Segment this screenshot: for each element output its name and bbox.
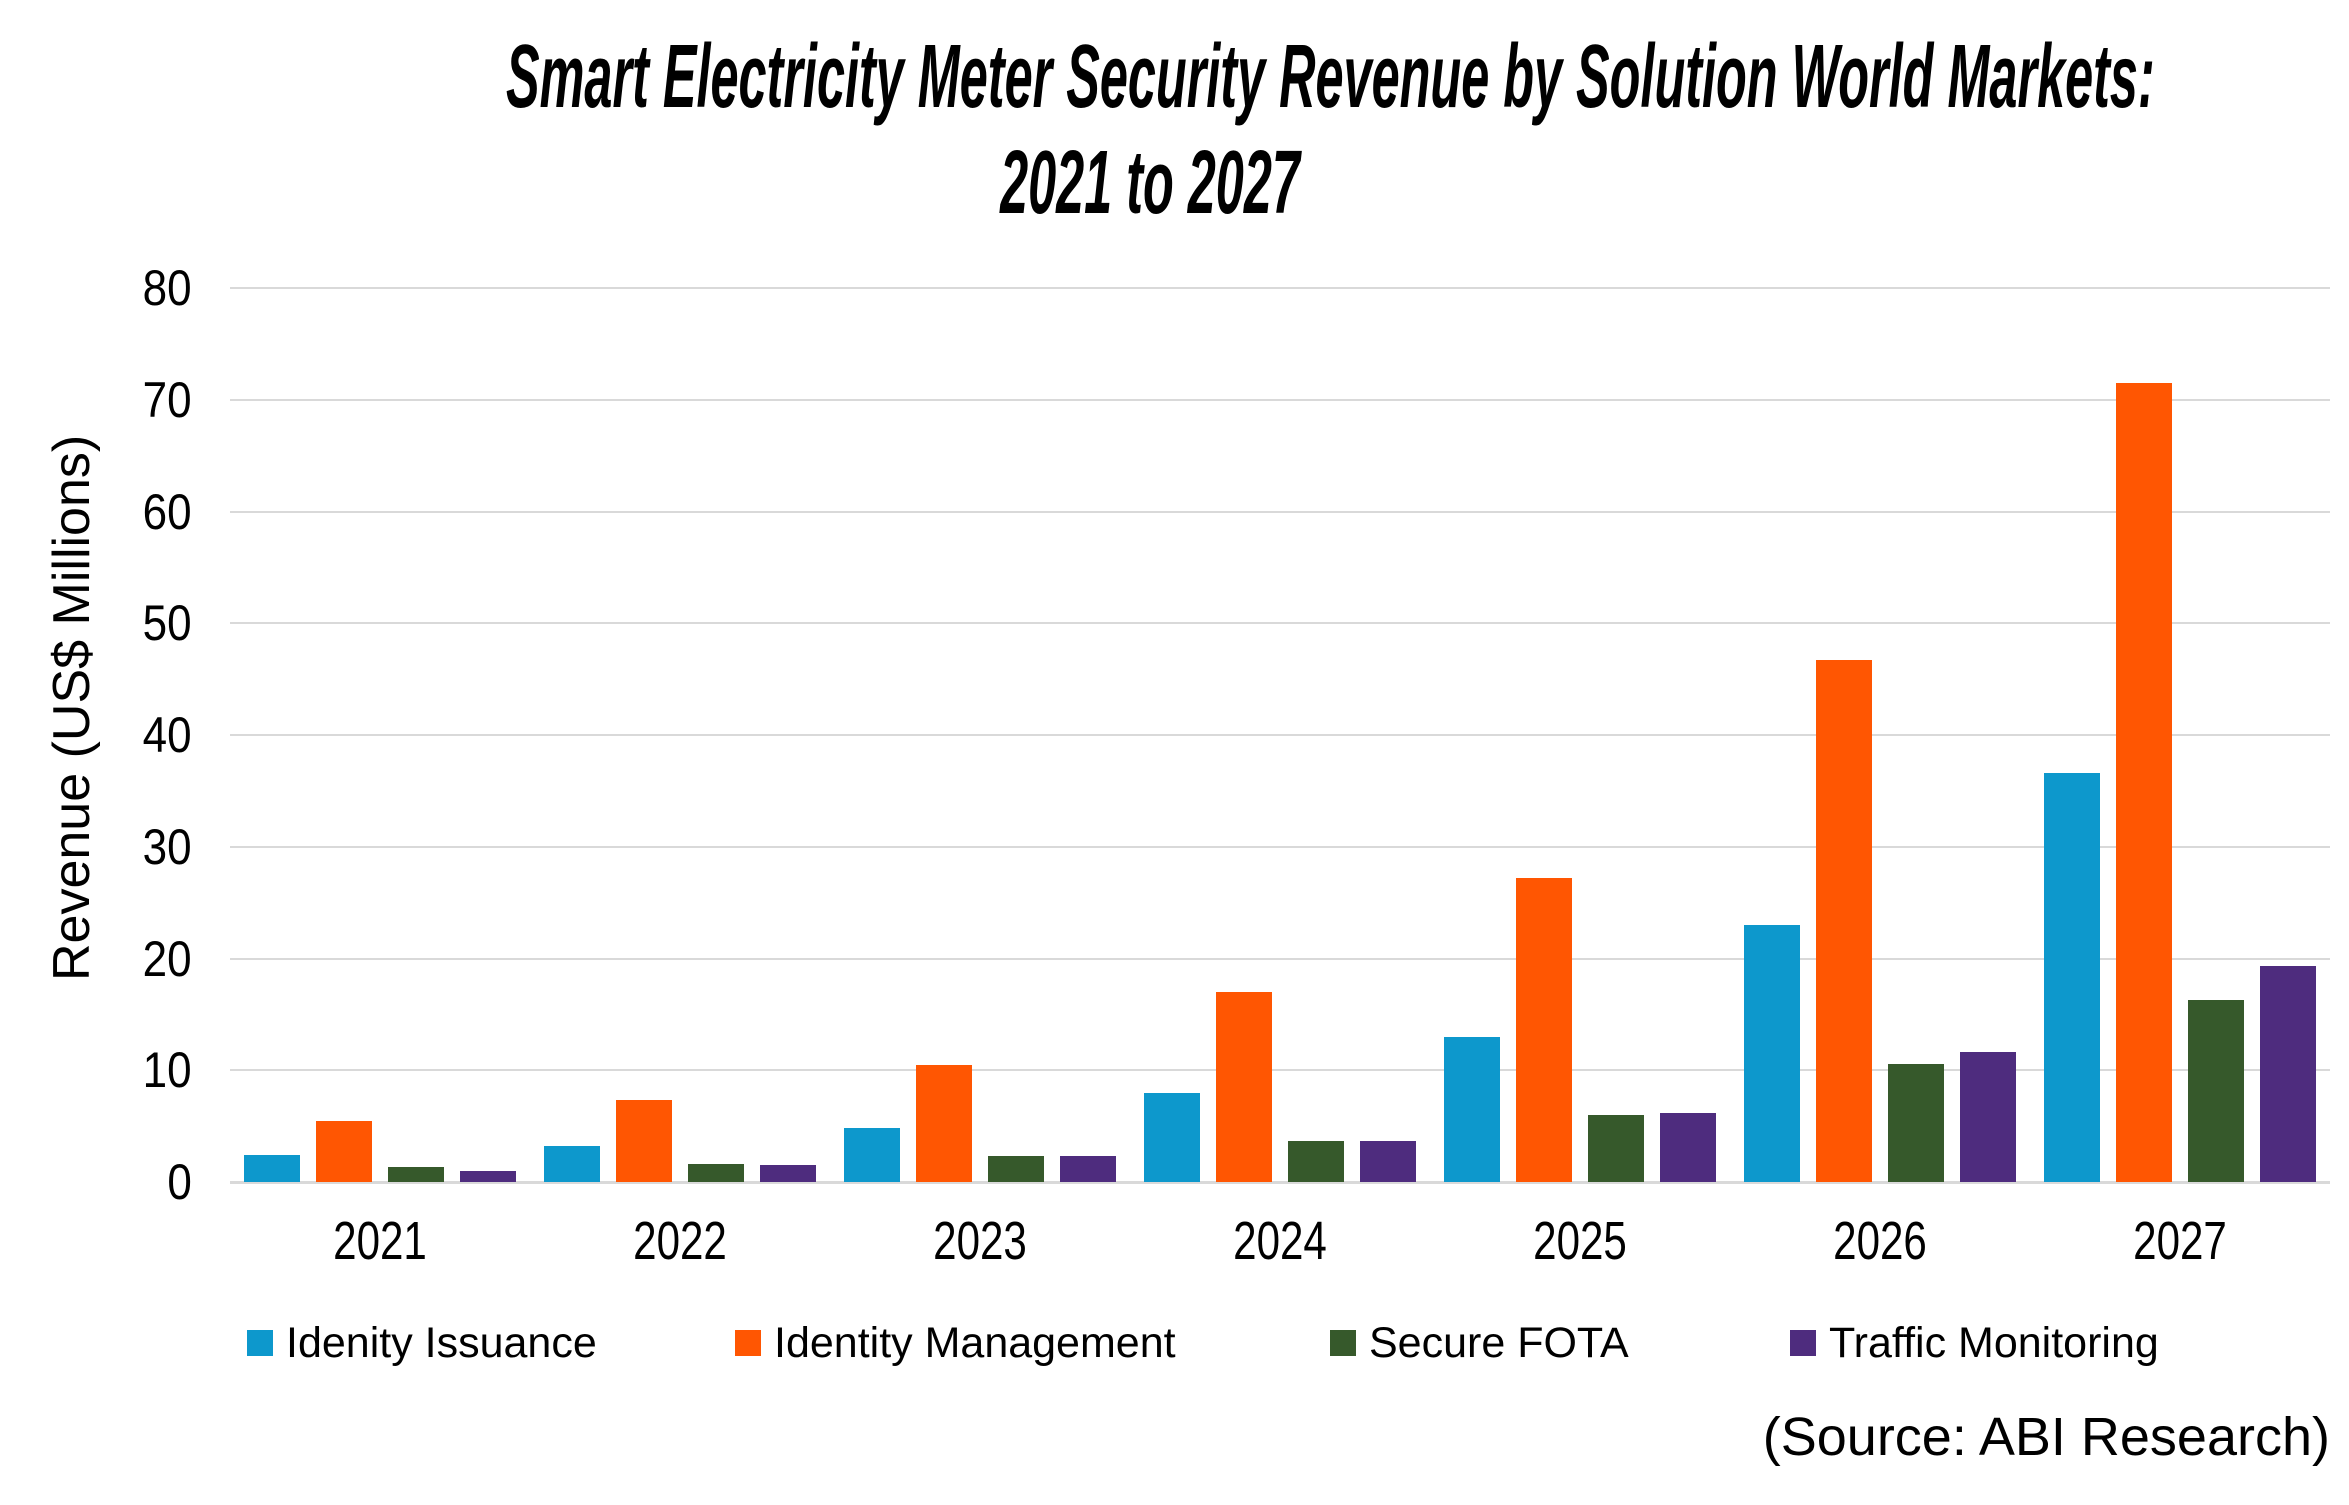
y-tick-label-80: 80 [143, 260, 192, 316]
chart-title: Smart Electricity Meter Security Revenue… [0, 24, 2300, 236]
x-axis-label-2021: 2021 [333, 1211, 427, 1271]
x-axis-label-2022: 2022 [633, 1211, 727, 1271]
gridline-10 [230, 1069, 2330, 1072]
bar-identity-management-2026 [1816, 660, 1872, 1182]
legend-label-identity-management: Identity Management [774, 1318, 1176, 1367]
legend-marker-identity-management [735, 1330, 761, 1356]
y-tick-label-30: 30 [143, 818, 192, 875]
gridline-70 [230, 398, 2330, 401]
bar-traffic-monitoring-2025 [1660, 1112, 1716, 1182]
bar-idenity-issuance-2025 [1444, 1036, 1500, 1182]
legend-marker-traffic-monitoring [1790, 1330, 1816, 1356]
year-group-2024 [1130, 288, 1430, 1182]
legend: Idenity Issuance Identity Management Secur… [0, 1314, 2349, 1372]
y-tick-label-0: 0 [167, 1154, 192, 1210]
bar-identity-management-2022 [616, 1100, 672, 1182]
bar-secure-fota-2027 [2188, 999, 2244, 1182]
bar-traffic-monitoring-2022 [760, 1165, 816, 1182]
gridline-50 [230, 622, 2330, 625]
y-tick-label-20: 20 [143, 930, 192, 987]
legend-item-identity-management: Identity Management [735, 1314, 1176, 1372]
year-group-2025 [1430, 288, 1730, 1182]
gridline-30 [230, 845, 2330, 848]
bar-traffic-monitoring-2024 [1360, 1140, 1416, 1182]
x-axis-label-2025: 2025 [1533, 1211, 1627, 1271]
bar-traffic-monitoring-2027 [2260, 966, 2316, 1182]
bar-idenity-issuance-2023 [844, 1128, 900, 1182]
y-tick-label-60: 60 [143, 483, 192, 540]
bar-secure-fota-2021 [388, 1167, 444, 1182]
x-axis-label-2027: 2027 [2133, 1211, 2227, 1271]
y-tick-label-40: 40 [143, 707, 192, 763]
gridline-80 [230, 287, 2330, 289]
year-group-2022 [530, 288, 830, 1182]
bar-idenity-issuance-2021 [244, 1155, 300, 1182]
legend-label-idenity-issuance: Idenity Issuance [286, 1318, 597, 1367]
bar-secure-fota-2022 [688, 1164, 744, 1182]
bar-traffic-monitoring-2026 [1960, 1052, 2016, 1182]
bar-secure-fota-2024 [1288, 1140, 1344, 1182]
legend-marker-secure-fota [1330, 1330, 1356, 1356]
y-tick-label-10: 10 [143, 1042, 192, 1099]
gridline-20 [230, 957, 2330, 960]
x-axis-labels: 2021 2022 2023 2024 2025 2026 2027 [230, 1210, 2330, 1272]
legend-item-secure-fota: Secure FOTA [1330, 1314, 1629, 1372]
bar-idenity-issuance-2026 [1744, 924, 1800, 1182]
legend-item-traffic-monitoring: Traffic Monitoring [1790, 1314, 2159, 1372]
chart-title-line2: 2021 to 2027 [1000, 133, 1300, 233]
bar-identity-management-2025 [1516, 878, 1572, 1182]
x-axis-label-2023: 2023 [933, 1211, 1027, 1271]
bar-identity-management-2023 [916, 1064, 972, 1182]
x-axis-label-2024: 2024 [1233, 1211, 1327, 1271]
legend-marker-idenity-issuance [247, 1330, 273, 1356]
x-axis-label-2026: 2026 [1833, 1211, 1927, 1271]
year-group-2027 [2030, 288, 2330, 1182]
bar-secure-fota-2023 [988, 1156, 1044, 1182]
legend-label-traffic-monitoring: Traffic Monitoring [1829, 1318, 2159, 1367]
x-axis-baseline [230, 1181, 2330, 1184]
gridline-40 [230, 734, 2330, 736]
legend-label-secure-fota: Secure FOTA [1369, 1318, 1629, 1367]
chart-title-line1: Smart Electricity Meter Security Revenue… [506, 27, 2155, 127]
bars-row [230, 288, 2330, 1182]
bar-traffic-monitoring-2021 [460, 1170, 516, 1182]
source-note: (Source: ABI Research) [1762, 1407, 2330, 1467]
bar-identity-management-2024 [1216, 992, 1272, 1182]
year-group-2026 [1730, 288, 2030, 1182]
legend-item-idenity-issuance: Idenity Issuance [247, 1314, 597, 1372]
y-tick-label-70: 70 [143, 371, 192, 428]
bar-traffic-monitoring-2023 [1060, 1156, 1116, 1182]
plot-area [230, 287, 2330, 1184]
gridline-60 [230, 510, 2330, 513]
year-group-2023 [830, 288, 1130, 1182]
year-group-2021 [230, 288, 530, 1182]
bar-idenity-issuance-2022 [544, 1146, 600, 1182]
y-tick-label-50: 50 [143, 595, 192, 652]
bar-idenity-issuance-2024 [1144, 1092, 1200, 1182]
y-axis-ticks: 0 10 20 30 40 50 60 70 80 [50, 263, 192, 1207]
bar-idenity-issuance-2027 [2044, 773, 2100, 1182]
bar-secure-fota-2025 [1588, 1114, 1644, 1182]
bar-identity-management-2027 [2116, 383, 2172, 1182]
bar-identity-management-2021 [316, 1120, 372, 1182]
bar-secure-fota-2026 [1888, 1063, 1944, 1182]
